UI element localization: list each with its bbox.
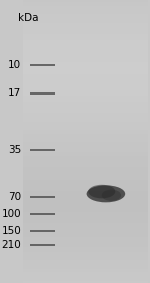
FancyBboxPatch shape <box>30 196 55 198</box>
Text: 17: 17 <box>8 88 21 98</box>
Text: kDa: kDa <box>18 13 38 23</box>
Text: 35: 35 <box>8 145 21 155</box>
FancyBboxPatch shape <box>23 0 147 283</box>
FancyBboxPatch shape <box>30 64 55 66</box>
FancyBboxPatch shape <box>30 213 55 215</box>
Ellipse shape <box>87 185 125 202</box>
Ellipse shape <box>88 185 115 198</box>
FancyBboxPatch shape <box>30 244 55 246</box>
Text: 70: 70 <box>8 192 21 202</box>
FancyBboxPatch shape <box>30 230 55 232</box>
FancyBboxPatch shape <box>30 149 55 151</box>
Text: 10: 10 <box>8 60 21 70</box>
FancyBboxPatch shape <box>30 92 55 95</box>
Text: 210: 210 <box>1 240 21 250</box>
Ellipse shape <box>102 190 121 201</box>
Text: 150: 150 <box>1 226 21 236</box>
Text: 100: 100 <box>2 209 21 219</box>
